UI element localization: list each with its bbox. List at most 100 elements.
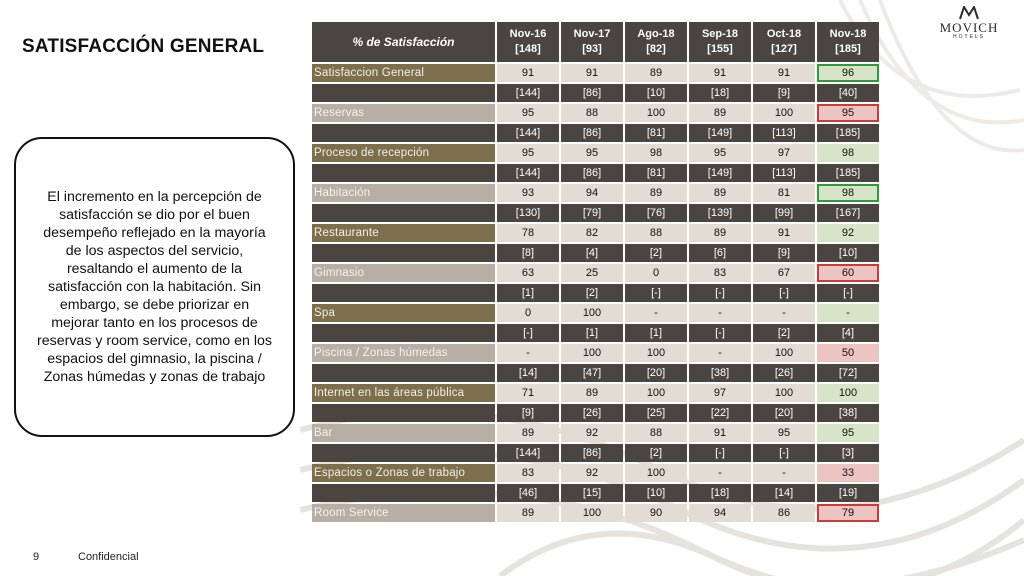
value-cell: 100 xyxy=(561,344,623,362)
header-label: % de Satisfacción xyxy=(312,22,495,62)
column-sample-size: [93] xyxy=(582,43,602,55)
sample-size-cell: [10] xyxy=(625,84,687,102)
sample-size-label-cell xyxy=(312,84,495,102)
summary-text: El incremento en la percepción de satisf… xyxy=(37,189,272,385)
sample-size-cell: [18] xyxy=(689,84,751,102)
sample-size-cell: [14] xyxy=(497,364,559,382)
value-cell: 63 xyxy=(497,264,559,282)
sample-size-cell: [86] xyxy=(561,124,623,142)
column-header: Sep-18 [155] xyxy=(689,22,751,62)
page-number: 9 xyxy=(33,551,40,563)
sample-size-cell: [86] xyxy=(561,164,623,182)
value-cell: 91 xyxy=(753,224,815,242)
value-cell: 91 xyxy=(753,64,815,82)
value-cell: - xyxy=(625,304,687,322)
value-cell: 79 xyxy=(817,504,879,522)
sample-size-row: [144] [86] [10] [18] [9] [40] xyxy=(312,84,879,102)
sample-size-cell: [-] xyxy=(689,444,751,462)
sample-size-cell: [1] xyxy=(497,284,559,302)
sample-size-cell: [26] xyxy=(753,364,815,382)
column-sample-size: [127] xyxy=(771,43,797,55)
sample-size-cell: [47] xyxy=(561,364,623,382)
sample-size-cell: [-] xyxy=(817,284,879,302)
sample-size-cell: [149] xyxy=(689,124,751,142)
table-row: Gimnasio 63 25 0 83 67 60 xyxy=(312,264,879,282)
value-cell: 95 xyxy=(817,104,879,122)
sample-size-cell: [1] xyxy=(625,324,687,342)
sample-size-cell: [2] xyxy=(753,324,815,342)
row-label: Reservas xyxy=(312,104,495,122)
value-cell: 100 xyxy=(753,384,815,402)
row-label: Piscina / Zonas húmedas xyxy=(312,344,495,362)
sample-size-cell: [86] xyxy=(561,444,623,462)
value-cell: 98 xyxy=(817,184,879,202)
column-header: Nov-16 [148] xyxy=(497,22,559,62)
sample-size-cell: [2] xyxy=(625,244,687,262)
value-cell: 91 xyxy=(689,64,751,82)
sample-size-row: [130] [79] [76] [139] [99] [167] xyxy=(312,204,879,222)
sample-size-cell: [144] xyxy=(497,84,559,102)
sample-size-row: [1] [2] [-] [-] [-] [-] xyxy=(312,284,879,302)
value-cell: 0 xyxy=(497,304,559,322)
value-cell: 97 xyxy=(689,384,751,402)
sample-size-row: [144] [86] [2] [-] [-] [3] xyxy=(312,444,879,462)
sample-size-cell: [113] xyxy=(753,124,815,142)
sample-size-cell: [113] xyxy=(753,164,815,182)
value-cell: 100 xyxy=(625,464,687,482)
sample-size-cell: [46] xyxy=(497,484,559,502)
row-label: Espacios o Zonas de trabajo xyxy=(312,464,495,482)
sample-size-cell: [167] xyxy=(817,204,879,222)
column-period: Sep-18 xyxy=(701,28,739,40)
value-cell: 88 xyxy=(561,104,623,122)
value-cell: - xyxy=(753,464,815,482)
value-cell: - xyxy=(689,464,751,482)
value-cell: 92 xyxy=(561,464,623,482)
value-cell: 33 xyxy=(817,464,879,482)
row-label: Spa xyxy=(312,304,495,322)
value-cell: 100 xyxy=(561,504,623,522)
sample-size-cell: [185] xyxy=(817,164,879,182)
row-label: Satisfaccion General xyxy=(312,64,495,82)
sample-size-cell: [81] xyxy=(625,164,687,182)
sample-size-cell: [14] xyxy=(753,484,815,502)
value-cell: 88 xyxy=(625,224,687,242)
value-cell: 89 xyxy=(497,424,559,442)
page-title: SATISFACCIÓN GENERAL xyxy=(22,36,265,57)
value-cell: - xyxy=(689,304,751,322)
table-row: Internet en las áreas pública 71 89 100 97 10… xyxy=(312,384,879,402)
sample-size-cell: [38] xyxy=(817,404,879,422)
table-row: Satisfaccion General 91 91 89 91 91 96 xyxy=(312,64,879,82)
sample-size-cell: [10] xyxy=(817,244,879,262)
value-cell: 100 xyxy=(625,384,687,402)
value-cell: 91 xyxy=(497,64,559,82)
sample-size-cell: [26] xyxy=(561,404,623,422)
sample-size-cell: [4] xyxy=(561,244,623,262)
value-cell: 95 xyxy=(497,104,559,122)
sample-size-cell: [20] xyxy=(753,404,815,422)
sample-size-cell: [3] xyxy=(817,444,879,462)
table-row: Habitación 93 94 89 89 81 98 xyxy=(312,184,879,202)
value-cell: 91 xyxy=(689,424,751,442)
sample-size-cell: [9] xyxy=(753,84,815,102)
sample-size-label-cell xyxy=(312,484,495,502)
row-label: Internet en las áreas pública xyxy=(312,384,495,402)
value-cell: 83 xyxy=(689,264,751,282)
value-cell: 95 xyxy=(689,144,751,162)
value-cell: 100 xyxy=(561,304,623,322)
column-header: Oct-18 [127] xyxy=(753,22,815,62)
sample-size-cell: [81] xyxy=(625,124,687,142)
value-cell: 83 xyxy=(497,464,559,482)
table-header-row: % de Satisfacción Nov-16 [148] Nov-17 [93] Ag… xyxy=(312,22,879,62)
value-cell: 97 xyxy=(753,144,815,162)
value-cell: 89 xyxy=(625,64,687,82)
row-label: Room Service xyxy=(312,504,495,522)
sample-size-label-cell xyxy=(312,444,495,462)
sample-size-cell: [-] xyxy=(753,444,815,462)
row-label: Habitación xyxy=(312,184,495,202)
value-cell: 100 xyxy=(625,344,687,362)
sample-size-cell: [72] xyxy=(817,364,879,382)
value-cell: 89 xyxy=(561,384,623,402)
column-period: Oct-18 xyxy=(766,28,802,40)
sample-size-label-cell xyxy=(312,404,495,422)
sample-size-label-cell xyxy=(312,324,495,342)
